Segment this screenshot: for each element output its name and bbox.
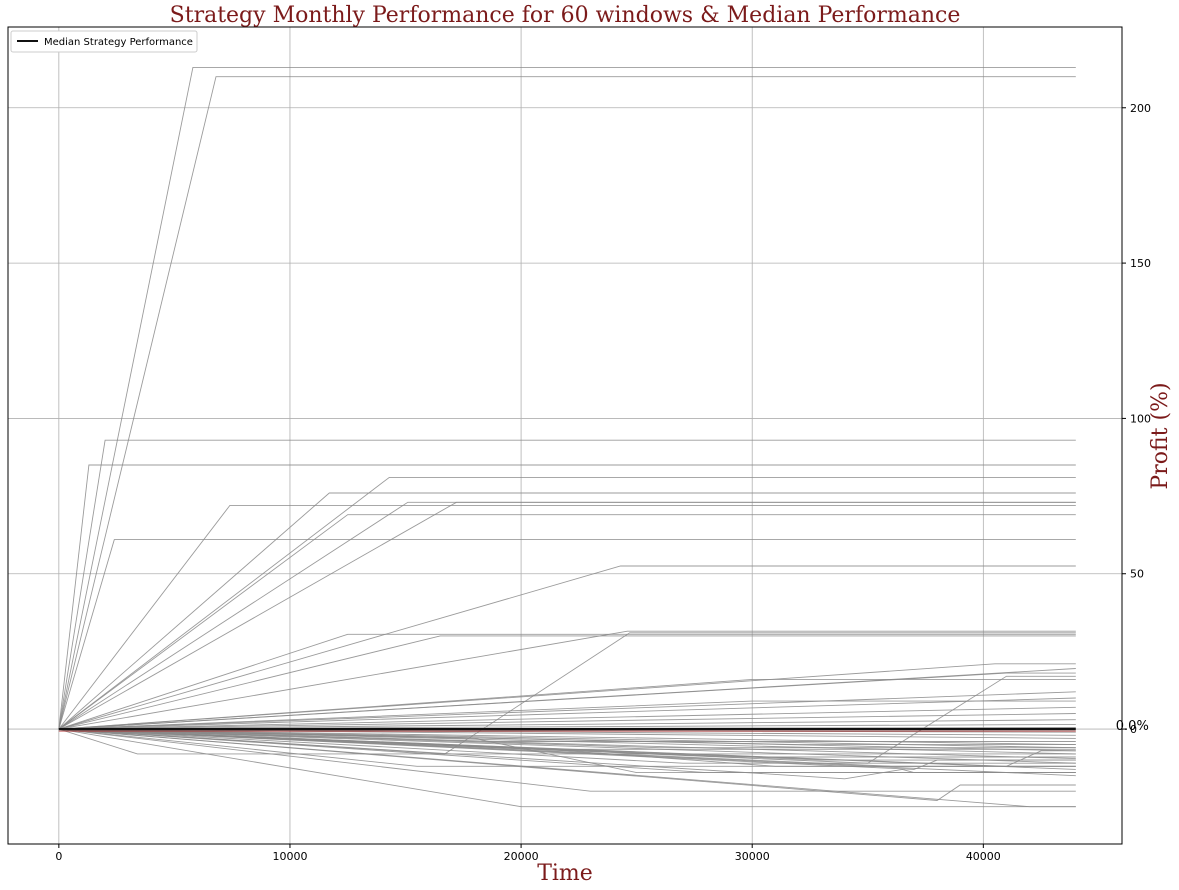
legend-median-label: Median Strategy Performance bbox=[44, 37, 193, 48]
window-series-line bbox=[58, 691, 1076, 730]
window-series-line bbox=[58, 719, 1076, 730]
x-tick-label: 30000 bbox=[735, 850, 770, 863]
window-series-line bbox=[58, 728, 1076, 792]
window-series-line bbox=[58, 635, 1076, 730]
window-series-line bbox=[58, 501, 1076, 730]
window-series-line bbox=[58, 728, 1076, 746]
window-series-line bbox=[58, 728, 1076, 767]
x-axis-label: Time bbox=[537, 861, 593, 886]
window-series-line bbox=[58, 678, 1076, 730]
y-axis-label: Profit (%) bbox=[1148, 382, 1173, 489]
window-series-line bbox=[58, 663, 1076, 730]
window-series-line bbox=[58, 514, 1076, 730]
window-series-line bbox=[58, 728, 1076, 742]
window-series-line bbox=[58, 728, 1076, 808]
window-series-line bbox=[58, 728, 1076, 767]
window-series-line bbox=[58, 706, 1076, 730]
y-tick-label: 100 bbox=[1130, 412, 1151, 425]
y-tick-label: 200 bbox=[1130, 102, 1151, 115]
window-series-line bbox=[58, 728, 1076, 764]
window-series-line bbox=[58, 697, 1076, 730]
y-axis-ticks: 0 50 100 150 200 bbox=[1122, 102, 1151, 736]
x-tick-label: 10000 bbox=[272, 850, 307, 863]
x-tick-label: 40000 bbox=[966, 850, 1001, 863]
window-series-line bbox=[58, 492, 1076, 730]
window-series-group bbox=[58, 66, 1076, 808]
window-series-line bbox=[58, 700, 1076, 730]
x-tick-label: 20000 bbox=[504, 850, 539, 863]
legend: Median Strategy Performance bbox=[10, 30, 198, 53]
window-series-line bbox=[58, 728, 1076, 755]
window-series-line bbox=[58, 66, 1076, 730]
plot-frame bbox=[7, 26, 1123, 845]
window-series-line bbox=[58, 76, 1076, 730]
legend-box bbox=[10, 30, 198, 53]
window-series-line bbox=[58, 439, 1076, 730]
window-series-line bbox=[58, 728, 1076, 746]
window-series-line bbox=[58, 633, 1076, 730]
window-series-line bbox=[58, 539, 1076, 730]
y-tick-label: 50 bbox=[1130, 568, 1144, 581]
window-series-line bbox=[58, 565, 1076, 730]
chart-title: Strategy Monthly Performance for 60 wind… bbox=[170, 3, 961, 28]
final-median-annotation: 0.0% bbox=[1116, 719, 1149, 734]
y-tick-label: 0 bbox=[1130, 723, 1137, 736]
x-tick-label: 0 bbox=[55, 850, 62, 863]
window-series-line bbox=[58, 728, 1076, 767]
window-series-line bbox=[58, 728, 1076, 808]
y-tick-label: 150 bbox=[1130, 257, 1151, 270]
window-series-line bbox=[58, 728, 1076, 801]
window-series-line bbox=[58, 728, 1076, 750]
window-series-line bbox=[58, 504, 1076, 730]
window-series-line bbox=[58, 672, 1076, 730]
window-series-line bbox=[58, 728, 1076, 749]
window-series-line bbox=[58, 630, 1076, 730]
window-series-line bbox=[58, 464, 1076, 730]
median-series-group bbox=[58, 727, 1076, 732]
window-series-line bbox=[58, 632, 1076, 755]
x-axis-ticks: 0 10000 20000 30000 40000 bbox=[55, 844, 1001, 863]
window-series-line bbox=[58, 476, 1076, 730]
window-series-line bbox=[58, 713, 1076, 730]
